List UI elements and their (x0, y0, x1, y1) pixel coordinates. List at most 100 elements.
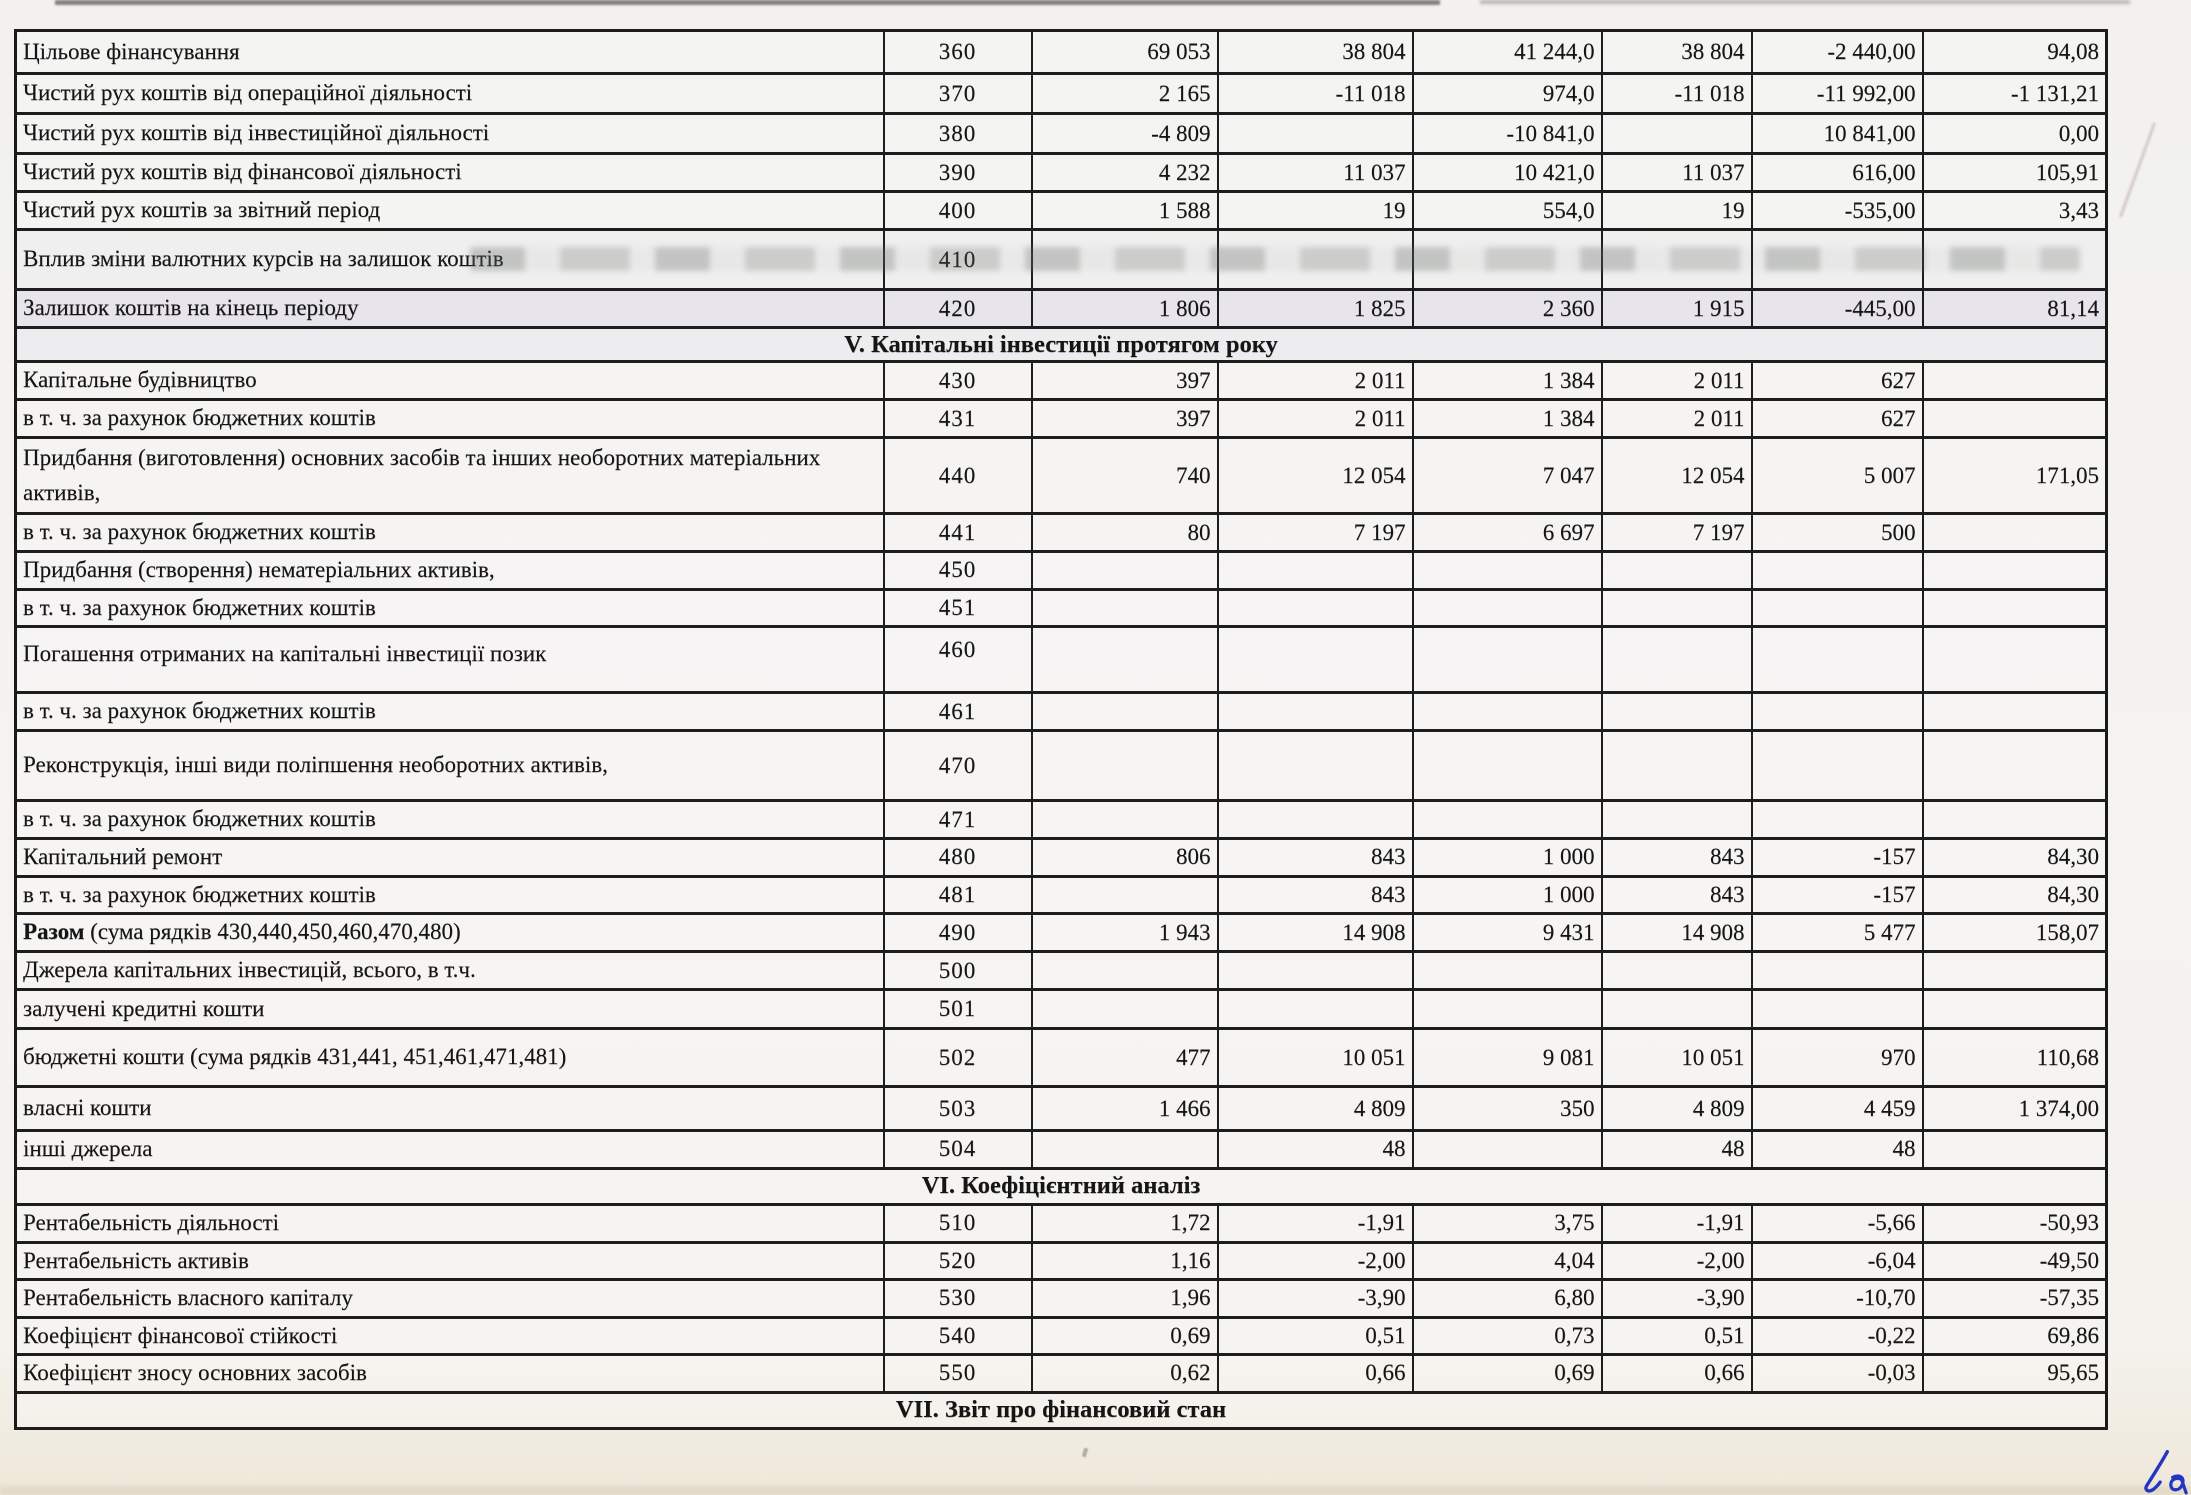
cell-value: -2,00 (1216, 1240, 1414, 1281)
cell-value: 4,04 (1411, 1240, 1603, 1281)
cell-value: 1 943 (1030, 912, 1219, 953)
cell-value: 2 011 (1216, 360, 1414, 401)
cell-value (1921, 550, 2108, 591)
cell-value: 69 053 (1030, 29, 1219, 75)
row-code: 431 (882, 398, 1033, 439)
cell-value: 2 011 (1216, 398, 1414, 439)
row-code: 540 (882, 1315, 1033, 1356)
cell-value (1600, 988, 1753, 1030)
table-row: залучені кредитні кошти 501 (14, 988, 2108, 1030)
cell-value: 5 007 (1750, 436, 1924, 515)
row-code: 520 (882, 1240, 1033, 1281)
cell-value: 500 (1750, 512, 1924, 553)
scan-artifact-crease (2118, 122, 2157, 218)
table-row: в т. ч. за рахунок бюджетних коштів 471 (14, 799, 2108, 840)
cell-value (1030, 228, 1219, 291)
cell-value (1216, 550, 1414, 591)
scan-artifact-top-streak (55, 0, 1440, 5)
cell-value: 0,69 (1411, 1353, 1603, 1394)
cell-value: 1,96 (1030, 1278, 1219, 1319)
row-code: 501 (882, 988, 1033, 1030)
cell-value: -3,90 (1600, 1278, 1753, 1319)
cell-value (1921, 625, 2108, 694)
cell-value: 3,43 (1921, 190, 2108, 231)
cell-value: 1,72 (1030, 1202, 1219, 1244)
row-label: Погашення отриманих на капітальні інвест… (14, 625, 885, 694)
cell-value: -11 018 (1216, 72, 1414, 115)
row-label: в т. ч. за рахунок бюджетних коштів (14, 799, 885, 840)
cell-value (1750, 587, 1924, 628)
cell-value: 0,62 (1030, 1353, 1219, 1394)
cell-value: 2 165 (1030, 72, 1219, 115)
cell-value: 4 809 (1216, 1085, 1414, 1132)
cell-value: 12 054 (1216, 436, 1414, 515)
cell-value (1600, 550, 1753, 591)
cell-value: 616,00 (1750, 152, 1924, 193)
cell-value: 5 477 (1750, 912, 1924, 953)
row-label: Придбання (створення) нематеріальних акт… (14, 550, 885, 591)
cell-value: -10 841,0 (1411, 112, 1603, 155)
row-label: Чистий рух коштів за звітний період (14, 190, 885, 231)
row-code: 500 (882, 950, 1033, 991)
cell-value: 397 (1030, 398, 1219, 439)
cell-value (1030, 988, 1219, 1030)
row-label: Разом (сума рядків 430,440,450,460,470,4… (14, 912, 885, 953)
cell-value: 0,51 (1216, 1315, 1414, 1356)
cell-value: 19 (1216, 190, 1414, 231)
cell-value: 41 244,0 (1411, 29, 1603, 75)
cell-value: -3,90 (1216, 1278, 1414, 1319)
cell-value (1750, 550, 1924, 591)
cell-value: 0,66 (1600, 1353, 1753, 1394)
table-row: інші джерела 504 48 48 48 (14, 1129, 2108, 1170)
cell-value: 806 (1030, 837, 1219, 878)
cell-value: 3,75 (1411, 1202, 1603, 1244)
cell-value (1216, 691, 1414, 732)
row-label: Капітальне будівництво (14, 360, 885, 401)
cell-value: 10 421,0 (1411, 152, 1603, 193)
cell-value: 1 384 (1411, 398, 1603, 439)
row-label: Чистий рух коштів від фінансової діяльно… (14, 152, 885, 193)
table-row: власні кошти 503 1 466 4 809 350 4 809 4 459 1 … (14, 1085, 2108, 1132)
cell-value: 2 360 (1411, 288, 1603, 329)
row-code: 480 (882, 837, 1033, 878)
table-row: Чистий рух коштів за звітний період 400 1 … (14, 190, 2108, 231)
cell-value: 1,16 (1030, 1240, 1219, 1281)
cell-value (1600, 729, 1753, 802)
cell-value: 69,86 (1921, 1315, 2108, 1356)
cell-value: 1 384 (1411, 360, 1603, 401)
row-code: 470 (882, 729, 1033, 802)
cell-value: 843 (1216, 874, 1414, 915)
row-label: в т. ч. за рахунок бюджетних коштів (14, 512, 885, 553)
table-row: в т. ч. за рахунок бюджетних коштів 441 80… (14, 512, 2108, 553)
cell-value: 627 (1750, 398, 1924, 439)
table-row: в т. ч. за рахунок бюджетних коштів 481 84… (14, 874, 2108, 915)
cell-value (1030, 1129, 1219, 1170)
cell-value (1411, 799, 1603, 840)
cell-value (1750, 729, 1924, 802)
table-row: Рентабельність активів 520 1,16 -2,00 4,04 -2… (14, 1240, 2108, 1281)
table-row: Коефіцієнт фінансової стійкості 540 0,69 0,… (14, 1315, 2108, 1356)
row-label: Придбання (виготовлення) основних засобі… (14, 436, 885, 515)
cell-value: -49,50 (1921, 1240, 2108, 1281)
cell-value: 9 081 (1411, 1027, 1603, 1088)
cell-value: 1 588 (1030, 190, 1219, 231)
row-code: 400 (882, 190, 1033, 231)
cell-value: 7 047 (1411, 436, 1603, 515)
table-row: Чистий рух коштів від інвестиційної діял… (14, 112, 2108, 155)
handwritten-mark (2144, 1450, 2188, 1495)
cell-value (1921, 512, 2108, 553)
row-label: Цільове фінансування (14, 29, 885, 75)
cell-value: -10,70 (1750, 1278, 1924, 1319)
cell-value: -11 018 (1600, 72, 1753, 115)
section-header-row: VI. Коефіцієнтний аналіз (14, 1166, 2108, 1206)
cell-value: -2,00 (1600, 1240, 1753, 1281)
cell-value: 0,66 (1216, 1353, 1414, 1394)
row-label: в т. ч. за рахунок бюджетних коштів (14, 691, 885, 732)
cell-value: 843 (1600, 837, 1753, 878)
row-label: в т. ч. за рахунок бюджетних коштів (14, 398, 885, 439)
table-row: Погашення отриманих на капітальні інвест… (14, 625, 2108, 694)
cell-value (1216, 112, 1414, 155)
row-code: 370 (882, 72, 1033, 115)
row-label: в т. ч. за рахунок бюджетних коштів (14, 874, 885, 915)
cell-value: 0,00 (1921, 112, 2108, 155)
